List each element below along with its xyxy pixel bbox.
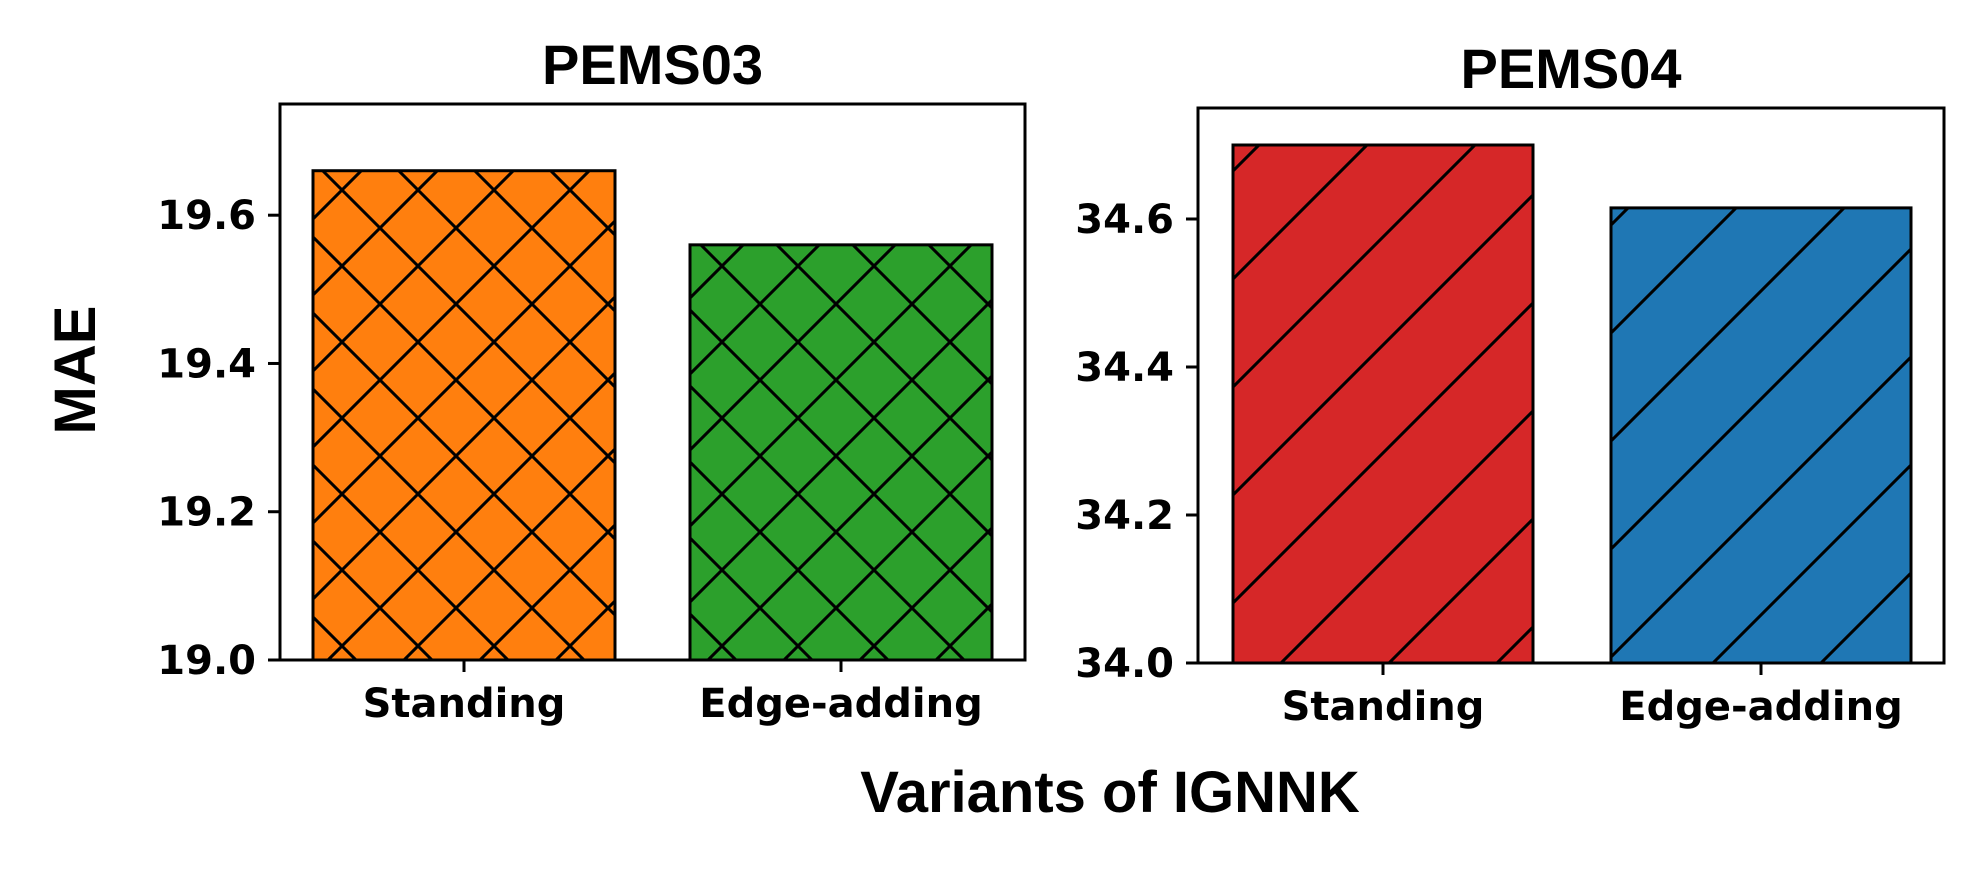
axes-frame	[1196, 106, 1946, 665]
y-axis-label: MAE	[43, 306, 108, 435]
y-tick-label: 34.2	[1075, 493, 1174, 539]
bar-pems04-standing-hatch	[1233, 145, 1533, 663]
y-tick-label: 19.2	[157, 490, 256, 536]
y-tick-label: 19.0	[157, 638, 256, 684]
bar-pems03-edge-adding-hatch	[690, 244, 992, 660]
chart-title: PEMS03	[542, 33, 763, 96]
x-tick-label: Standing	[1282, 684, 1485, 730]
chart-title: PEMS04	[1461, 37, 1682, 100]
y-tick-label: 19.4	[157, 341, 256, 387]
y-tick-label: 34.6	[1075, 197, 1174, 243]
axes-frame	[278, 102, 1027, 662]
x-tick-label: Edge-adding	[1619, 684, 1902, 730]
bar-pems04-edge-adding-hatch	[1611, 207, 1911, 663]
x-tick-label: Standing	[363, 681, 566, 727]
chart-pems03: Standing Edge-adding 19.0 19.2 19.4 19.6 PEMS0…	[157, 33, 1027, 727]
y-tick-label: 19.6	[157, 193, 256, 239]
x-tick-label: Edge-adding	[699, 681, 982, 727]
y-tick-label: 34.4	[1075, 345, 1174, 391]
x-axis-label: Variants of IGNNK	[860, 760, 1360, 825]
chart-pems04: Standing Edge-adding 34.0 34.2 34.4 34.6 PEMS0…	[1075, 37, 1946, 730]
y-tick-label: 34.0	[1075, 641, 1174, 687]
bar-pems03-standing-hatch	[313, 170, 615, 660]
